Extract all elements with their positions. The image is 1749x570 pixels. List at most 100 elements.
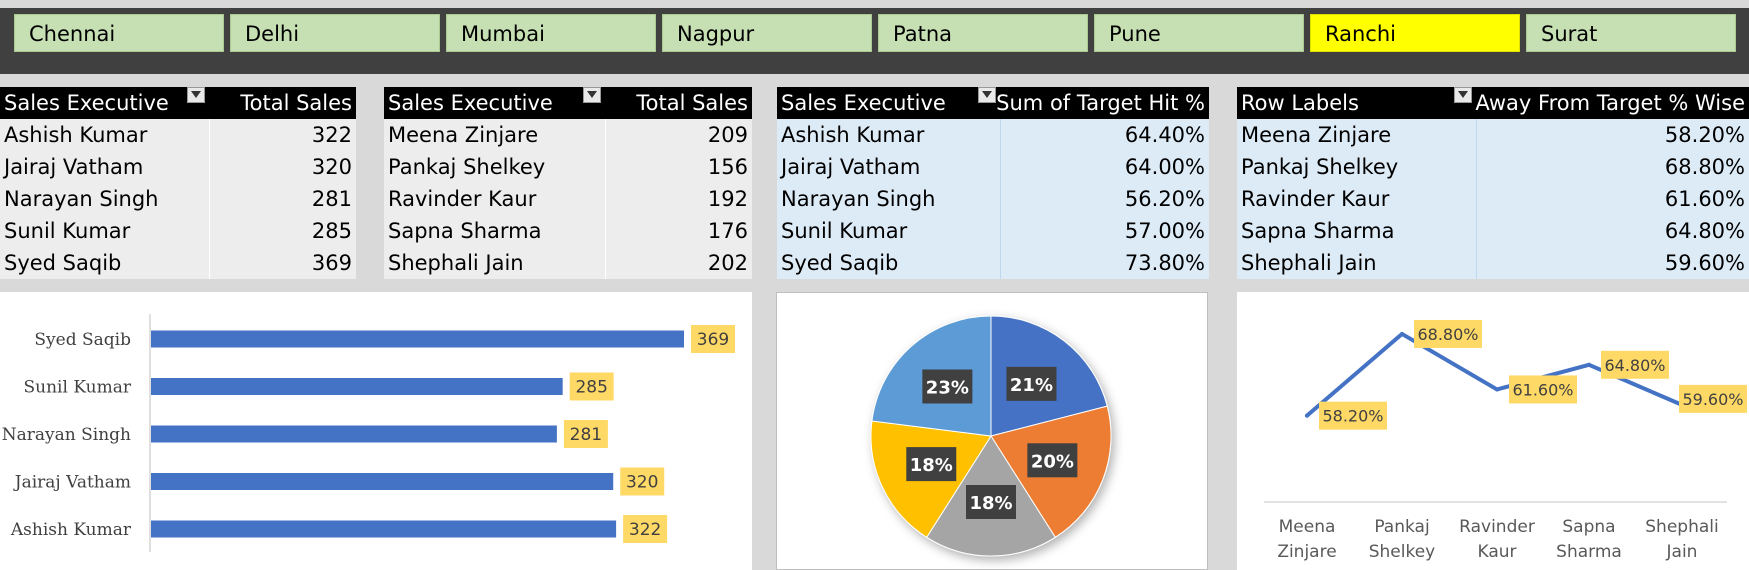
- pivot-header: Sales Executive Total Sales: [384, 87, 752, 119]
- city-button-pune[interactable]: Pune: [1094, 14, 1304, 52]
- city-button-mumbai[interactable]: Mumbai: [446, 14, 656, 52]
- row-label: Sapna Sharma: [388, 219, 542, 243]
- pivot-target-hit: Sales Executive Sum of Target Hit % Ashish…: [777, 87, 1209, 279]
- pivot-row[interactable]: Ravinder Kaur 192: [384, 183, 752, 215]
- line-category-label: Shephali: [1645, 517, 1718, 537]
- bar-data-label-bg: [620, 467, 665, 496]
- pivot-row[interactable]: Ravinder Kaur 61.60%: [1237, 183, 1749, 215]
- row-value: 320: [311, 155, 352, 179]
- row-value: 64.40%: [1124, 123, 1205, 147]
- line-point[interactable]: [1400, 331, 1404, 336]
- row-label: Meena Zinjare: [1241, 123, 1392, 147]
- filter-dropdown-icon[interactable]: [1454, 87, 1472, 103]
- line-chart: 58.20% 68.80% 61.60% 64.80% 59.60% Meena Zinja…: [1264, 319, 1747, 562]
- header-col1-label: Row Labels: [1241, 91, 1359, 115]
- pie-data-label-bg: [906, 447, 957, 482]
- pivot-row[interactable]: Sunil Kumar 57.00%: [777, 215, 1209, 247]
- bar-data-label: 285: [575, 378, 607, 398]
- line-data-label: 61.60%: [1512, 380, 1573, 399]
- city-button-patna[interactable]: Patna: [878, 14, 1088, 52]
- bar-category-label: Syed Saqib: [34, 330, 131, 350]
- pie-data-label-bg: [1027, 443, 1078, 478]
- line-data-label: 64.80%: [1604, 356, 1665, 375]
- row-label: Sunil Kumar: [781, 219, 908, 243]
- row-value: 156: [707, 155, 748, 179]
- pie-data-label: 20%: [1031, 451, 1074, 472]
- line-category-label: Ravinder: [1459, 517, 1535, 537]
- line-data-label: 68.80%: [1417, 325, 1478, 344]
- bar-data-label: 322: [629, 520, 661, 540]
- line-data-label-bg: [1601, 350, 1669, 379]
- bar[interactable]: [151, 473, 614, 490]
- header-col1-label: Sales Executive: [781, 91, 946, 115]
- line-category-label: Sharma: [1556, 542, 1622, 562]
- pivot-row[interactable]: Syed Saqib 73.80%: [777, 247, 1209, 279]
- filter-dropdown-icon[interactable]: [187, 87, 205, 103]
- line-point[interactable]: [1587, 362, 1591, 367]
- line-point[interactable]: [1305, 413, 1309, 418]
- filter-dropdown-icon[interactable]: [978, 87, 996, 103]
- column-separator: [209, 119, 210, 279]
- pivot-row[interactable]: Jairaj Vatham 64.00%: [777, 151, 1209, 183]
- bar[interactable]: [151, 425, 557, 443]
- pivot-row[interactable]: Ashish Kumar 322: [0, 119, 356, 151]
- bar-chart-panel[interactable]: Syed Saqib 369 Sunil Kumar 285 Narayan Singh…: [0, 292, 752, 570]
- pivot-row[interactable]: Syed Saqib 369: [0, 247, 356, 279]
- line-data-label-bg: [1679, 384, 1747, 413]
- row-value: 59.60%: [1664, 251, 1745, 275]
- column-separator: [1476, 119, 1477, 279]
- pivot-row[interactable]: Pankaj Shelkey 68.80%: [1237, 151, 1749, 183]
- row-value: 58.20%: [1664, 123, 1745, 147]
- city-button-ranchi[interactable]: Ranchi: [1310, 14, 1520, 52]
- row-value: 369: [311, 251, 352, 275]
- row-label: Jairaj Vatham: [4, 155, 144, 179]
- line-point[interactable]: [1495, 387, 1499, 392]
- pie-chart: 21% 20% 18% 18% 23%: [870, 315, 1112, 557]
- pivot-row[interactable]: Meena Zinjare 58.20%: [1237, 119, 1749, 151]
- pivot-row[interactable]: Jairaj Vatham 320: [0, 151, 356, 183]
- line-data-label-bg: [1509, 375, 1577, 404]
- row-value: 56.20%: [1124, 187, 1205, 211]
- row-value: 57.00%: [1124, 219, 1205, 243]
- row-label: Syed Saqib: [4, 251, 122, 275]
- bar-category-label: Narayan Singh: [2, 425, 131, 445]
- bar-category-label: Ashish Kumar: [10, 520, 132, 540]
- line-data-label-bg: [1414, 319, 1482, 348]
- bar[interactable]: [151, 378, 563, 395]
- city-button-surat[interactable]: Surat: [1526, 14, 1736, 52]
- line-data-label: 59.60%: [1682, 390, 1743, 409]
- pivot-row[interactable]: Narayan Singh 56.20%: [777, 183, 1209, 215]
- line-category-label: Kaur: [1477, 542, 1516, 562]
- pie-chart-panel[interactable]: 21% 20% 18% 18% 23%: [776, 292, 1208, 570]
- pie-data-label: 23%: [926, 377, 969, 398]
- row-value: 73.80%: [1124, 251, 1205, 275]
- pivot-row[interactable]: Sapna Sharma 176: [384, 215, 752, 247]
- bar-category-label: Jairaj Vatham: [13, 473, 131, 493]
- bar-data-label-bg: [623, 515, 668, 543]
- filter-dropdown-icon[interactable]: [583, 87, 601, 103]
- bar[interactable]: [151, 330, 684, 348]
- line-category-label: Pankaj: [1374, 517, 1429, 537]
- row-label: Meena Zinjare: [388, 123, 539, 147]
- pivot-row[interactable]: Pankaj Shelkey 156: [384, 151, 752, 183]
- city-button-delhi[interactable]: Delhi: [230, 14, 440, 52]
- pivot-row[interactable]: Shephali Jain 202: [384, 247, 752, 279]
- pivot-row[interactable]: Shephali Jain 59.60%: [1237, 247, 1749, 279]
- city-button-nagpur[interactable]: Nagpur: [662, 14, 872, 52]
- pivot-row[interactable]: Ashish Kumar 64.40%: [777, 119, 1209, 151]
- pivot-row[interactable]: Meena Zinjare 209: [384, 119, 752, 151]
- line-category-label: Jain: [1666, 542, 1698, 562]
- row-value: 281: [311, 187, 352, 211]
- row-label: Shephali Jain: [388, 251, 524, 275]
- line-chart-panel[interactable]: 58.20% 68.80% 61.60% 64.80% 59.60% Meena Zinja…: [1237, 292, 1749, 570]
- row-label: Jairaj Vatham: [781, 155, 921, 179]
- pivot-header: Row Labels Away From Target % Wise: [1237, 87, 1749, 119]
- bar[interactable]: [151, 520, 617, 538]
- pivot-row[interactable]: Narayan Singh 281: [0, 183, 356, 215]
- row-value: 61.60%: [1664, 187, 1745, 211]
- city-button-chennai[interactable]: Chennai: [14, 14, 224, 52]
- pivot-row[interactable]: Sapna Sharma 64.80%: [1237, 215, 1749, 247]
- row-value: 285: [311, 219, 352, 243]
- row-label: Narayan Singh: [781, 187, 936, 211]
- pivot-row[interactable]: Sunil Kumar 285: [0, 215, 356, 247]
